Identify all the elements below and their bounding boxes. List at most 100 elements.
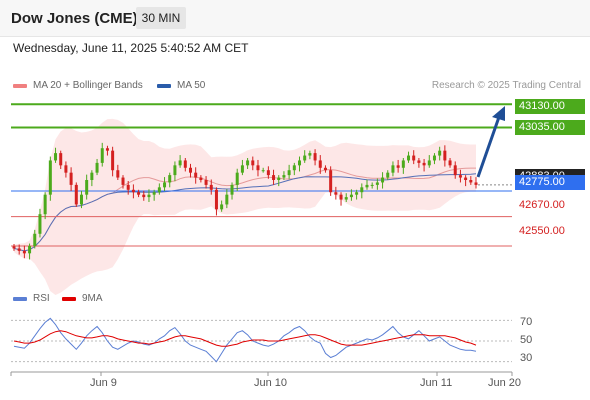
candle-body: [33, 233, 37, 246]
x-label-jun11: Jun 11: [420, 377, 453, 389]
candle-body: [183, 160, 187, 168]
ma9-label: 9MA: [82, 293, 103, 304]
candle-body: [313, 153, 317, 161]
candle-body: [308, 153, 312, 156]
candle-body: [209, 184, 213, 190]
candle-body: [157, 187, 161, 193]
candle-body: [474, 182, 478, 185]
x-label-jun10: Jun 10: [254, 377, 288, 389]
candle-body: [220, 204, 224, 210]
candle-body: [38, 214, 42, 234]
candle-body: [375, 182, 379, 185]
candle-body: [318, 160, 322, 168]
candle-body: [298, 160, 302, 166]
chart-header: Dow Jones (CME) 30 MIN: [0, 0, 590, 37]
candle-body: [287, 170, 291, 176]
candle-body: [116, 170, 120, 178]
candle-body: [111, 150, 115, 171]
candle-body: [256, 165, 260, 171]
candle-body: [188, 167, 192, 173]
candle-body: [240, 165, 244, 173]
candle-body: [43, 194, 47, 215]
candle-body: [427, 160, 431, 166]
candle-body: [147, 194, 151, 198]
candle-body: [251, 160, 255, 166]
candle-body: [12, 246, 16, 249]
candle-body: [204, 180, 208, 185]
candle-body: [355, 192, 359, 195]
candle-body: [443, 150, 447, 161]
instrument-title: Dow Jones (CME): [11, 10, 138, 27]
candle-body: [370, 184, 374, 186]
candle-body: [386, 172, 390, 178]
candle-body: [131, 189, 135, 193]
candle-body: [199, 177, 203, 180]
candle-body: [100, 148, 104, 163]
candle-body: [22, 250, 26, 254]
candle-body: [349, 194, 353, 198]
candle-body: [90, 172, 94, 180]
candle-body: [105, 148, 109, 151]
candle-body: [64, 165, 68, 173]
candle-body: [432, 155, 436, 161]
candle-body: [412, 155, 416, 161]
candle-body: [54, 153, 58, 161]
candle-body: [282, 175, 286, 178]
candle-body: [48, 160, 52, 195]
rsi-tick-30: 30: [520, 352, 533, 364]
candle-body: [396, 165, 400, 168]
candle-body: [142, 194, 146, 198]
candle-body: [152, 192, 156, 195]
datetime-label: Wednesday, June 11, 2025 5:40:52 AM CET: [13, 41, 249, 55]
candle-body: [329, 170, 333, 193]
rsi-line: [13, 317, 477, 363]
candle-body: [214, 189, 218, 210]
support-1-tag: 42670.00: [519, 199, 565, 211]
bollinger-band: [14, 118, 476, 296]
x-label-jun20: Jun 20: [488, 377, 522, 389]
legend-ma20: MA 20 + Bollinger Bands: [13, 80, 143, 91]
candle-body: [95, 162, 99, 173]
candle-body: [69, 172, 73, 185]
candle-body: [458, 175, 462, 178]
credit-label: Research © 2025 Trading Central: [431, 80, 581, 91]
legend-rsi: RSI: [13, 293, 50, 304]
candle-body: [17, 248, 21, 251]
resistance-1-tag: 43035.00: [515, 120, 585, 135]
resistance-2-tag: 43130.00: [515, 99, 585, 114]
candle-body: [339, 194, 343, 200]
candle-body: [85, 180, 89, 195]
candle-body: [334, 192, 338, 195]
candle-body: [344, 197, 348, 200]
candle-body: [469, 180, 473, 183]
ma50-line: [13, 173, 477, 252]
candle-body: [381, 177, 385, 183]
rsi-label: RSI: [33, 293, 50, 304]
candle-body: [272, 175, 276, 180]
candle-body: [137, 192, 141, 195]
rsi-swatch: [13, 296, 27, 301]
candle-body: [225, 194, 229, 205]
ma50-swatch: [157, 83, 171, 88]
candle-body: [401, 160, 405, 168]
ma50-label: MA 50: [177, 80, 206, 91]
legend-ma50: MA 50: [157, 80, 205, 91]
candle-body: [235, 172, 239, 185]
candle-body: [168, 175, 172, 183]
candle-body: [230, 184, 234, 195]
candle-body: [163, 182, 167, 188]
pivot-tag: 42775.00: [515, 175, 585, 190]
candle-body: [391, 165, 395, 173]
candle-body: [464, 177, 468, 180]
candle-body: [79, 194, 83, 205]
candle-body: [74, 184, 78, 205]
timeframe-button[interactable]: 30 MIN: [136, 7, 186, 29]
x-label-jun9: Jun 9: [90, 377, 117, 389]
candle-body: [303, 155, 307, 161]
rsi-tick-50: 50: [520, 334, 533, 346]
rsi-ma-line: [13, 330, 477, 347]
candle-body: [261, 170, 265, 172]
rsi-tick-70: 70: [520, 316, 533, 328]
candle-body: [266, 170, 270, 176]
